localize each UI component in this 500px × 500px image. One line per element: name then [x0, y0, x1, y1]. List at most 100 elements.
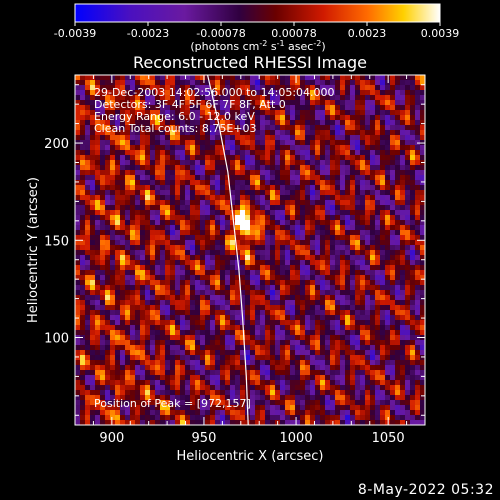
- heatmap-cell: [195, 305, 201, 311]
- heatmap-cell: [340, 420, 346, 425]
- heatmap-cell: [195, 240, 201, 246]
- heatmap-cell: [230, 195, 236, 201]
- heatmap-cell: [170, 320, 176, 326]
- heatmap-cell: [360, 380, 366, 386]
- heatmap-cell: [110, 80, 116, 86]
- heatmap-cell: [145, 355, 151, 361]
- heatmap-cell: [295, 115, 301, 121]
- heatmap-cell: [410, 295, 416, 301]
- heatmap-cell: [120, 90, 126, 96]
- heatmap-cell: [395, 150, 401, 156]
- heatmap-cell: [200, 105, 206, 111]
- heatmap-cell: [380, 335, 386, 341]
- heatmap-cell: [295, 190, 301, 196]
- heatmap-cell: [310, 85, 316, 91]
- heatmap-cell: [380, 145, 386, 151]
- heatmap-cell: [415, 365, 421, 371]
- heatmap-cell: [80, 230, 86, 236]
- heatmap-cell: [265, 80, 271, 86]
- heatmap-cell: [260, 215, 266, 221]
- heatmap-cell: [370, 380, 376, 386]
- heatmap-cell: [330, 340, 336, 346]
- heatmap-cell: [330, 80, 336, 86]
- heatmap-cell: [380, 315, 386, 321]
- heatmap-cell: [130, 225, 136, 231]
- heatmap-cell: [310, 335, 316, 341]
- heatmap-cell: [280, 230, 286, 236]
- heatmap-cell: [350, 180, 356, 186]
- heatmap-cell: [405, 85, 411, 91]
- heatmap-cell: [385, 355, 391, 361]
- heatmap-cell: [110, 130, 116, 136]
- heatmap-cell: [400, 200, 406, 206]
- heatmap-cell: [135, 235, 141, 241]
- heatmap-cell: [240, 305, 246, 311]
- heatmap-cell: [110, 340, 116, 346]
- heatmap-cell: [340, 390, 346, 396]
- heatmap-cell: [100, 155, 106, 161]
- heatmap-cell: [220, 265, 226, 271]
- heatmap-cell: [255, 375, 261, 381]
- heatmap-cell: [315, 360, 321, 366]
- heatmap-cell: [350, 355, 356, 361]
- heatmap-cell: [370, 360, 376, 366]
- heatmap-cell: [205, 90, 211, 96]
- heatmap-cell: [370, 410, 376, 416]
- heatmap-cell: [240, 295, 246, 301]
- heatmap-cell: [245, 360, 251, 366]
- heatmap-cell: [225, 225, 231, 231]
- heatmap-cell: [90, 195, 96, 201]
- heatmap-cell: [230, 205, 236, 211]
- heatmap-cell: [400, 85, 406, 91]
- heatmap-cell: [350, 380, 356, 386]
- heatmap-cell: [420, 360, 425, 366]
- heatmap-cell: [150, 410, 156, 416]
- heatmap-cell: [270, 160, 276, 166]
- heatmap-cell: [250, 330, 256, 336]
- heatmap-cell: [75, 75, 81, 81]
- heatmap-cell: [235, 275, 241, 281]
- heatmap-cell: [340, 85, 346, 91]
- heatmap-cell: [325, 185, 331, 191]
- heatmap-cell: [150, 220, 156, 226]
- heatmap-cell: [180, 200, 186, 206]
- heatmap-cell: [315, 135, 321, 141]
- heatmap-cell: [395, 135, 401, 141]
- heatmap-cell: [110, 230, 116, 236]
- heatmap-cell: [360, 275, 366, 281]
- heatmap-cell: [145, 75, 151, 81]
- heatmap-cell: [375, 140, 381, 146]
- heatmap-cell: [390, 260, 396, 266]
- heatmap-cell: [110, 355, 116, 361]
- heatmap-cell: [380, 255, 386, 261]
- heatmap-cell: [280, 300, 286, 306]
- heatmap-cell: [315, 355, 321, 361]
- heatmap-cell: [150, 295, 156, 301]
- heatmap-cell: [250, 420, 256, 425]
- heatmap-cell: [175, 335, 181, 341]
- heatmap-cell: [300, 320, 306, 326]
- heatmap-cell: [195, 355, 201, 361]
- heatmap-cell: [140, 250, 146, 256]
- heatmap-cell: [290, 155, 296, 161]
- heatmap-cell: [190, 125, 196, 131]
- heatmap-cell: [315, 145, 321, 151]
- heatmap-cell: [325, 295, 331, 301]
- heatmap-cell: [160, 120, 166, 126]
- heatmap-cell: [375, 280, 381, 286]
- heatmap-cell: [395, 335, 401, 341]
- heatmap-cell: [345, 395, 351, 401]
- heatmap-cell: [275, 105, 281, 111]
- heatmap-cell: [345, 365, 351, 371]
- heatmap-cell: [390, 405, 396, 411]
- heatmap-cell: [385, 225, 391, 231]
- heatmap-cell: [365, 270, 371, 276]
- heatmap-cell: [85, 350, 91, 356]
- heatmap-cell: [300, 245, 306, 251]
- heatmap-cell: [230, 360, 236, 366]
- heatmap-cell: [415, 420, 421, 425]
- heatmap-cell: [110, 375, 116, 381]
- heatmap-cell: [255, 370, 261, 376]
- heatmap-cell: [400, 130, 406, 136]
- heatmap-cell: [340, 285, 346, 291]
